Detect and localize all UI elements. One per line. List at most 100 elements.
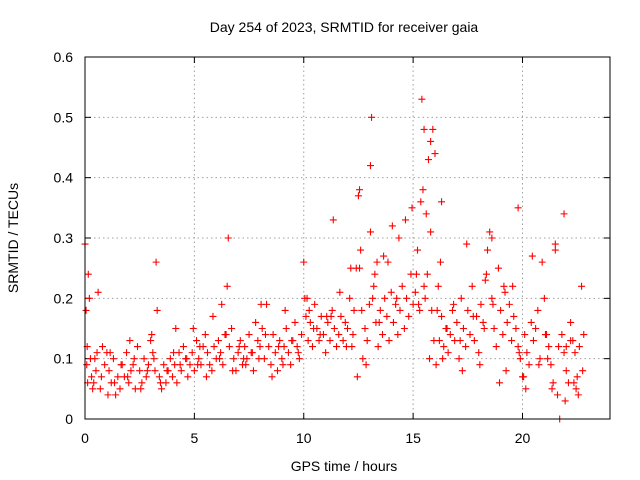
data-point	[401, 216, 409, 224]
data-point	[373, 258, 381, 266]
data-point	[580, 331, 588, 339]
data-point	[209, 312, 217, 320]
data-point	[443, 325, 451, 332]
data-point	[151, 367, 159, 375]
data-point	[434, 282, 442, 290]
data-point	[156, 379, 164, 387]
data-point	[476, 361, 484, 369]
data-point	[125, 379, 133, 387]
data-point	[464, 306, 472, 314]
data-point	[516, 355, 524, 363]
data-point	[444, 349, 452, 357]
data-point	[304, 337, 312, 345]
data-point	[424, 156, 432, 164]
data-point	[305, 306, 313, 314]
data-point	[420, 125, 428, 133]
data-point	[294, 349, 302, 357]
data-point	[366, 162, 374, 170]
data-point	[375, 318, 383, 326]
data-point	[456, 337, 464, 345]
y-tick-label: 0.4	[54, 170, 74, 186]
data-point	[184, 373, 192, 381]
data-point	[492, 343, 500, 351]
data-point	[572, 385, 580, 393]
data-point	[481, 276, 489, 284]
data-point	[148, 331, 156, 339]
data-point	[347, 264, 355, 272]
data-point	[291, 318, 299, 326]
data-point	[94, 288, 102, 296]
chart-title: Day 254 of 2023, SRMTID for receiver gai…	[210, 19, 479, 35]
data-point	[337, 312, 345, 320]
data-point	[309, 343, 316, 351]
data-point	[400, 325, 408, 332]
data-point	[160, 361, 168, 369]
data-point	[431, 150, 439, 158]
data-point	[356, 264, 364, 272]
data-point	[501, 288, 509, 296]
data-point	[166, 355, 174, 363]
data-point	[479, 318, 487, 326]
data-point	[147, 337, 155, 345]
data-point	[189, 325, 197, 332]
data-point	[252, 318, 260, 326]
data-point	[408, 204, 416, 212]
data-point	[358, 306, 366, 314]
data-point	[428, 306, 436, 314]
data-point	[219, 361, 227, 369]
data-point	[523, 349, 531, 357]
data-point	[196, 343, 204, 351]
data-point	[341, 318, 349, 326]
data-point	[365, 300, 373, 308]
data-point	[153, 306, 161, 314]
data-point	[99, 343, 106, 351]
data-point	[284, 349, 292, 357]
data-point	[163, 367, 171, 375]
data-point	[152, 258, 160, 266]
data-points	[81, 95, 588, 423]
data-point	[573, 373, 581, 381]
data-point	[279, 361, 287, 369]
data-point	[512, 325, 520, 332]
data-point	[149, 349, 157, 357]
data-point	[422, 210, 430, 218]
data-point	[458, 367, 466, 375]
data-point	[562, 343, 570, 351]
data-point	[236, 337, 244, 345]
data-point	[255, 355, 263, 363]
data-point	[361, 325, 369, 332]
data-point	[258, 325, 266, 332]
data-point	[484, 246, 491, 254]
data-point	[265, 343, 273, 351]
data-point	[509, 282, 517, 290]
data-point	[89, 385, 97, 393]
data-point	[300, 258, 308, 266]
data-point	[138, 379, 146, 387]
data-point	[388, 222, 396, 230]
data-point	[529, 337, 537, 345]
data-point	[503, 318, 511, 326]
data-point	[324, 318, 332, 326]
data-point	[306, 318, 314, 326]
data-point	[453, 318, 461, 326]
data-point	[457, 294, 465, 302]
data-point	[567, 337, 575, 345]
data-point	[267, 361, 275, 369]
data-point	[470, 337, 478, 345]
data-point	[541, 331, 549, 339]
data-point	[374, 343, 382, 351]
data-point	[315, 337, 323, 345]
data-point	[534, 306, 542, 314]
data-point	[330, 325, 338, 332]
data-point	[346, 294, 354, 302]
data-point	[311, 300, 319, 308]
data-point	[105, 367, 113, 375]
data-point	[561, 397, 569, 405]
data-point	[327, 312, 335, 320]
data-point	[84, 270, 92, 278]
data-point	[490, 325, 498, 332]
data-point	[111, 379, 119, 387]
data-point	[96, 385, 104, 393]
data-point	[430, 337, 438, 345]
